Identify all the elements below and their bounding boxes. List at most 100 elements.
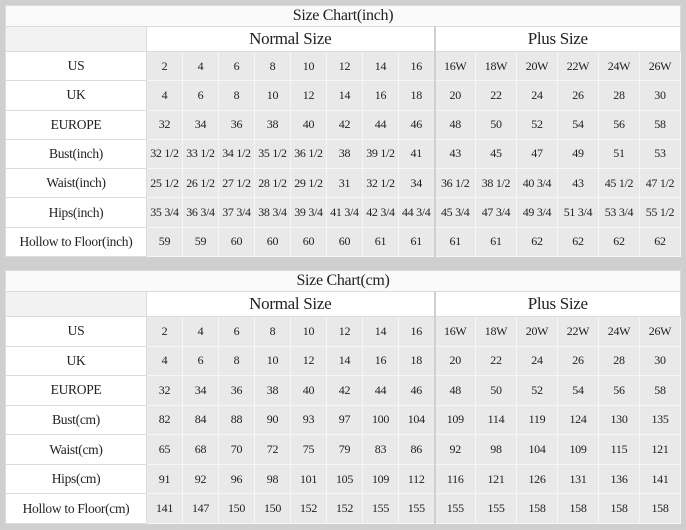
size-cell: 12 — [326, 316, 363, 347]
size-cell: 28 1/2 — [254, 168, 291, 199]
size-cell: 114 — [475, 404, 517, 436]
size-cell: 116 — [433, 463, 476, 495]
plus-size-header: Plus Size — [433, 26, 681, 52]
size-cell: 98 — [475, 434, 517, 465]
size-cell: 38 — [254, 109, 291, 140]
size-cell: 59 — [146, 226, 183, 258]
table-row: Bust(cm) 82 84 88 90 93 97 100 104 109 114 119 124 13… — [5, 404, 681, 436]
size-cell: 91 — [146, 463, 183, 495]
size-cell: 36 — [218, 109, 255, 140]
size-cell: 10 — [290, 50, 327, 82]
size-cell: 28 — [598, 345, 640, 377]
size-cell: 45 — [475, 138, 517, 170]
table-row: US 2 4 6 8 10 12 14 16 16W 18W 20W 22W 24W 26W — [5, 316, 681, 347]
size-cell: 16 — [362, 80, 399, 111]
size-cell: 20 — [433, 80, 476, 111]
size-cell: 46 — [398, 375, 435, 406]
size-cell: 42 3/4 — [362, 197, 399, 228]
table-row: UK 4 6 8 10 12 14 16 18 20 22 24 26 28 30 — [5, 345, 681, 377]
row-label: US — [5, 316, 147, 347]
size-cell: 44 — [362, 375, 399, 406]
size-cell: 130 — [598, 404, 640, 436]
size-cell: 52 — [516, 109, 558, 140]
size-cell: 158 — [598, 493, 640, 524]
size-cell: 54 — [557, 109, 599, 140]
size-cell: 56 — [598, 109, 640, 140]
size-cell: 104 — [516, 434, 558, 465]
size-cell: 86 — [398, 434, 435, 465]
size-cell: 38 — [254, 375, 291, 406]
size-cell: 39 1/2 — [362, 138, 399, 170]
size-cell: 152 — [326, 493, 363, 524]
size-cell: 37 3/4 — [218, 197, 255, 228]
size-cell: 115 — [598, 434, 640, 465]
size-cell: 8 — [218, 80, 255, 111]
size-cell: 109 — [433, 404, 476, 436]
size-cell: 150 — [218, 493, 255, 524]
chart-title: Size Chart(inch) — [5, 5, 681, 27]
size-cell: 92 — [182, 463, 219, 495]
size-cell: 43 — [433, 138, 476, 170]
size-cell: 84 — [182, 404, 219, 436]
size-cell: 68 — [182, 434, 219, 465]
size-cell: 4 — [182, 316, 219, 347]
size-cell: 92 — [433, 434, 476, 465]
size-cell: 34 — [182, 375, 219, 406]
size-cell: 61 — [475, 226, 517, 258]
row-label: Hollow to Floor(inch) — [5, 226, 147, 258]
size-cell: 72 — [254, 434, 291, 465]
size-cell: 26 1/2 — [182, 168, 219, 199]
size-cell: 40 — [290, 375, 327, 406]
size-cell: 32 1/2 — [362, 168, 399, 199]
size-cell: 60 — [290, 226, 327, 258]
size-cell: 39 3/4 — [290, 197, 327, 228]
size-cell: 33 1/2 — [182, 138, 219, 170]
table-row: Bust(inch) 32 1/2 33 1/2 34 1/2 35 1/2 36 1/2… — [5, 138, 681, 170]
size-cell: 16W — [433, 50, 476, 82]
size-cell: 49 3/4 — [516, 197, 558, 228]
size-cell: 36 1/2 — [290, 138, 327, 170]
size-cell: 20 — [433, 345, 476, 377]
size-cell: 14 — [362, 316, 399, 347]
size-cell: 38 — [326, 138, 363, 170]
row-label: EUROPE — [5, 375, 147, 406]
table-row: Waist(cm) 65 68 70 72 75 79 83 86 92 98 104 109 115 12… — [5, 434, 681, 465]
size-cell: 158 — [639, 493, 681, 524]
size-cell: 20W — [516, 50, 558, 82]
size-cell: 48 — [433, 375, 476, 406]
size-cell: 24W — [598, 316, 640, 347]
row-label: Waist(inch) — [5, 168, 147, 199]
size-cell: 101 — [290, 463, 327, 495]
chart-title: Size Chart(cm) — [5, 270, 681, 292]
size-cell: 155 — [362, 493, 399, 524]
size-cell: 56 — [598, 375, 640, 406]
size-cell: 29 1/2 — [290, 168, 327, 199]
size-cell: 141 — [146, 493, 183, 524]
row-label: Waist(cm) — [5, 434, 147, 465]
size-cell: 105 — [326, 463, 363, 495]
table-row: Hollow to Floor(inch) 59 59 60 60 60 60 61 61 61 6… — [5, 226, 681, 258]
size-cell: 60 — [326, 226, 363, 258]
size-cell: 22 — [475, 80, 517, 111]
size-cell: 44 — [362, 109, 399, 140]
size-cell: 59 — [182, 226, 219, 258]
normal-size-header: Normal Size — [146, 291, 435, 317]
size-cell: 6 — [182, 345, 219, 377]
size-cell: 32 1/2 — [146, 138, 183, 170]
size-cell: 6 — [182, 80, 219, 111]
size-cell: 26W — [639, 50, 681, 82]
size-cell: 112 — [398, 463, 435, 495]
size-cell: 136 — [598, 463, 640, 495]
size-cell: 42 — [326, 375, 363, 406]
size-cell: 6 — [218, 50, 255, 82]
size-cell: 4 — [146, 80, 183, 111]
size-cell: 121 — [475, 463, 517, 495]
size-cell: 60 — [254, 226, 291, 258]
size-cell: 14 — [362, 50, 399, 82]
size-cell: 2 — [146, 316, 183, 347]
size-cell: 158 — [516, 493, 558, 524]
plus-size-header: Plus Size — [433, 291, 681, 317]
size-cell: 34 — [182, 109, 219, 140]
size-cell: 98 — [254, 463, 291, 495]
row-label: Hips(inch) — [5, 197, 147, 228]
